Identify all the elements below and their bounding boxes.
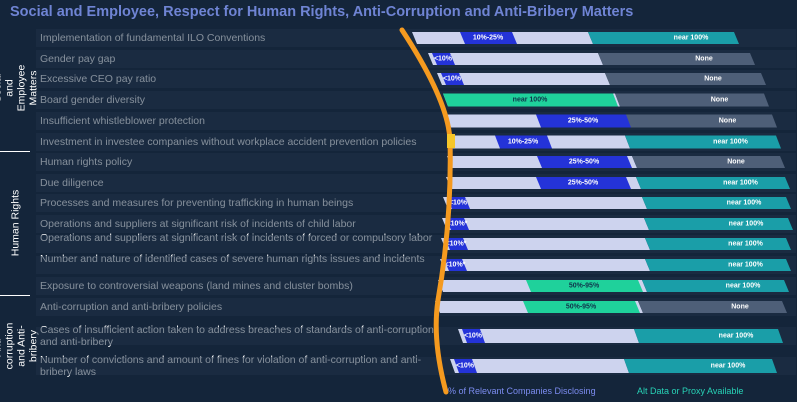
proxy-segment: [588, 32, 739, 44]
bar-base: [450, 359, 629, 373]
proxy-segment: [645, 238, 791, 250]
disclosing-label: 10%-25%: [508, 139, 539, 146]
disclosing-label: 50%-95%: [569, 283, 600, 290]
disclosing-segment: [523, 301, 640, 313]
disclosing-label: <10%: [434, 56, 453, 63]
proxy-label: near 100%: [727, 200, 762, 207]
disclosing-label: near 100%: [513, 97, 548, 104]
disclosing-label: 10%-25%: [473, 35, 504, 42]
disclosing-segment: [536, 114, 631, 128]
disclosing-label: <10%: [464, 333, 483, 340]
legend-disclosing: % of Relevant Companies Disclosing: [448, 386, 596, 396]
bar-base: [428, 53, 603, 65]
proxy-segment: [644, 218, 793, 230]
bar-base: [442, 218, 649, 230]
proxy-label: None: [719, 118, 737, 125]
disclosing-label: <10%*: [446, 241, 467, 248]
proxy-label: None: [704, 76, 722, 83]
disclosing-label: <10%: [456, 363, 475, 370]
proxy-label: near 100%: [674, 35, 709, 42]
disclosing-segment: [446, 218, 469, 230]
disclosing-segment: [444, 259, 467, 271]
disclosing-label: <10%*: [445, 262, 466, 269]
chart-title: Social and Employee, Respect for Human R…: [10, 4, 634, 20]
proxy-segment: [642, 280, 789, 292]
disclosing-segment: [443, 93, 618, 107]
disclosing-label: 50%-95%: [566, 304, 597, 311]
disclosing-segment: [526, 280, 643, 292]
bar-base: [458, 329, 639, 343]
disclosing-segment: [537, 156, 632, 168]
disclosing-segment: [460, 32, 517, 44]
proxy-label: near 100%: [713, 139, 748, 146]
proxy-none-segment: [623, 114, 777, 128]
proxy-label: None: [727, 159, 745, 166]
bar-base: [441, 238, 650, 250]
disclosing-label: <10%: [443, 76, 462, 83]
disclosing-segment: [447, 197, 470, 209]
disclosing-segment: [462, 329, 485, 343]
disclosing-segment: [432, 53, 455, 65]
disclosing-segment: [495, 135, 552, 149]
disclosing-label: 25%-50%: [568, 180, 599, 187]
proxy-label: near 100%: [726, 283, 761, 290]
proxy-label: None: [695, 56, 713, 63]
bar-base: [437, 73, 610, 85]
proxy-segment: [642, 197, 791, 209]
bar-base: [440, 259, 650, 271]
proxy-segment: [645, 259, 791, 271]
proxy-label: None: [711, 97, 729, 104]
group-separator: [0, 295, 30, 296]
proxy-none-segment: [598, 53, 755, 65]
arc: [399, 27, 453, 395]
proxy-none-segment: [615, 93, 769, 107]
proxy-label: near 100%: [723, 180, 758, 187]
arc-highlight: [447, 134, 455, 148]
disclosing-segment: [441, 73, 464, 85]
proxy-segment: [636, 177, 790, 189]
disclosing-label: <10%: [449, 200, 468, 207]
bar-base: [443, 197, 647, 209]
proxy-none-segment: [605, 73, 766, 85]
proxy-none-segment: [638, 301, 787, 313]
proxy-label: near 100%: [719, 333, 754, 340]
disclosing-label: 25%-50%: [568, 118, 599, 125]
proxy-segment: [634, 329, 783, 343]
disclosing-segment: [454, 359, 477, 373]
proxy-none-segment: [632, 156, 785, 168]
disclosing-label: 25%-50%: [569, 159, 600, 166]
proxy-segment: [624, 359, 777, 373]
proxy-segment: [625, 135, 781, 149]
legend-proxy: Alt Data or Proxy Available: [637, 386, 744, 396]
proxy-label: None: [731, 304, 749, 311]
proxy-label: near 100%: [711, 363, 746, 370]
proxy-label: near 100%: [729, 221, 764, 228]
proxy-label: near 100%: [728, 262, 763, 269]
disclosing-segment: [445, 238, 468, 250]
disclosing-label: <10%*: [447, 221, 468, 228]
disclosing-segment: [536, 177, 631, 189]
proxy-label: near 100%: [728, 241, 763, 248]
group-separator: [0, 151, 30, 152]
